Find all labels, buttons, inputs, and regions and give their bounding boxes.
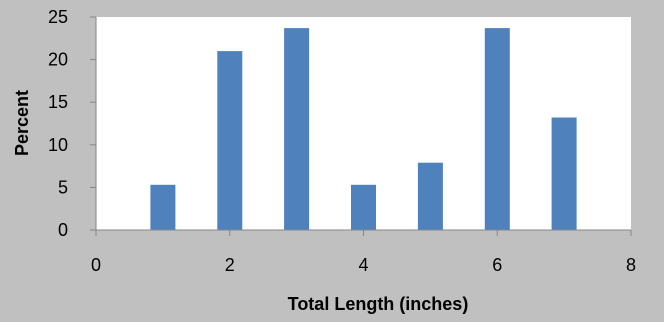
bar-x-7	[551, 117, 577, 230]
y-axis-title: Percent	[12, 90, 32, 156]
x-tick-label-8: 8	[626, 255, 636, 275]
y-tick-label-15: 15	[48, 92, 68, 112]
y-tick-label-20: 20	[48, 50, 68, 70]
bar-x-5	[417, 162, 443, 230]
bar-x-4	[351, 184, 376, 230]
x-axis-ticks: 0 2 4 6 8	[91, 230, 636, 275]
bar-x-6	[484, 28, 510, 230]
bar-x-2	[217, 51, 243, 230]
x-axis-title: Total Length (inches)	[288, 294, 469, 314]
y-tick-label-25: 25	[48, 7, 68, 27]
y-axis-ticks: 0 5 10 15 20 25	[48, 7, 96, 240]
bar-x-1	[150, 184, 176, 230]
x-tick-label-6: 6	[492, 255, 502, 275]
bar-x-3	[284, 28, 310, 230]
x-tick-label-0: 0	[91, 255, 101, 275]
bars-group	[150, 28, 577, 230]
x-tick-label-4: 4	[358, 255, 368, 275]
x-tick-label-2: 2	[225, 255, 235, 275]
y-tick-label-10: 10	[48, 135, 68, 155]
y-tick-label-0: 0	[58, 220, 68, 240]
y-tick-label-5: 5	[58, 177, 68, 197]
